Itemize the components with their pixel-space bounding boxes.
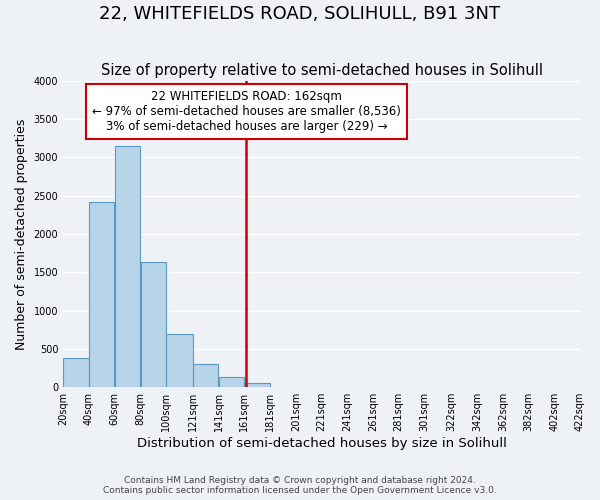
Text: 22 WHITEFIELDS ROAD: 162sqm
← 97% of semi-detached houses are smaller (8,536)
3%: 22 WHITEFIELDS ROAD: 162sqm ← 97% of sem… [92, 90, 401, 133]
Bar [245, 383, 270, 387]
Bar [89, 202, 114, 387]
Text: Contains HM Land Registry data © Crown copyright and database right 2024.
Contai: Contains HM Land Registry data © Crown c… [103, 476, 497, 495]
Bar [115, 146, 140, 387]
X-axis label: Distribution of semi-detached houses by size in Solihull: Distribution of semi-detached houses by … [137, 437, 506, 450]
Bar [166, 334, 193, 387]
Y-axis label: Number of semi-detached properties: Number of semi-detached properties [15, 118, 28, 350]
Bar [219, 377, 244, 387]
Bar [140, 262, 166, 387]
Bar [193, 364, 218, 387]
Bar [64, 358, 89, 387]
Title: Size of property relative to semi-detached houses in Solihull: Size of property relative to semi-detach… [101, 63, 542, 78]
Text: 22, WHITEFIELDS ROAD, SOLIHULL, B91 3NT: 22, WHITEFIELDS ROAD, SOLIHULL, B91 3NT [100, 5, 500, 23]
